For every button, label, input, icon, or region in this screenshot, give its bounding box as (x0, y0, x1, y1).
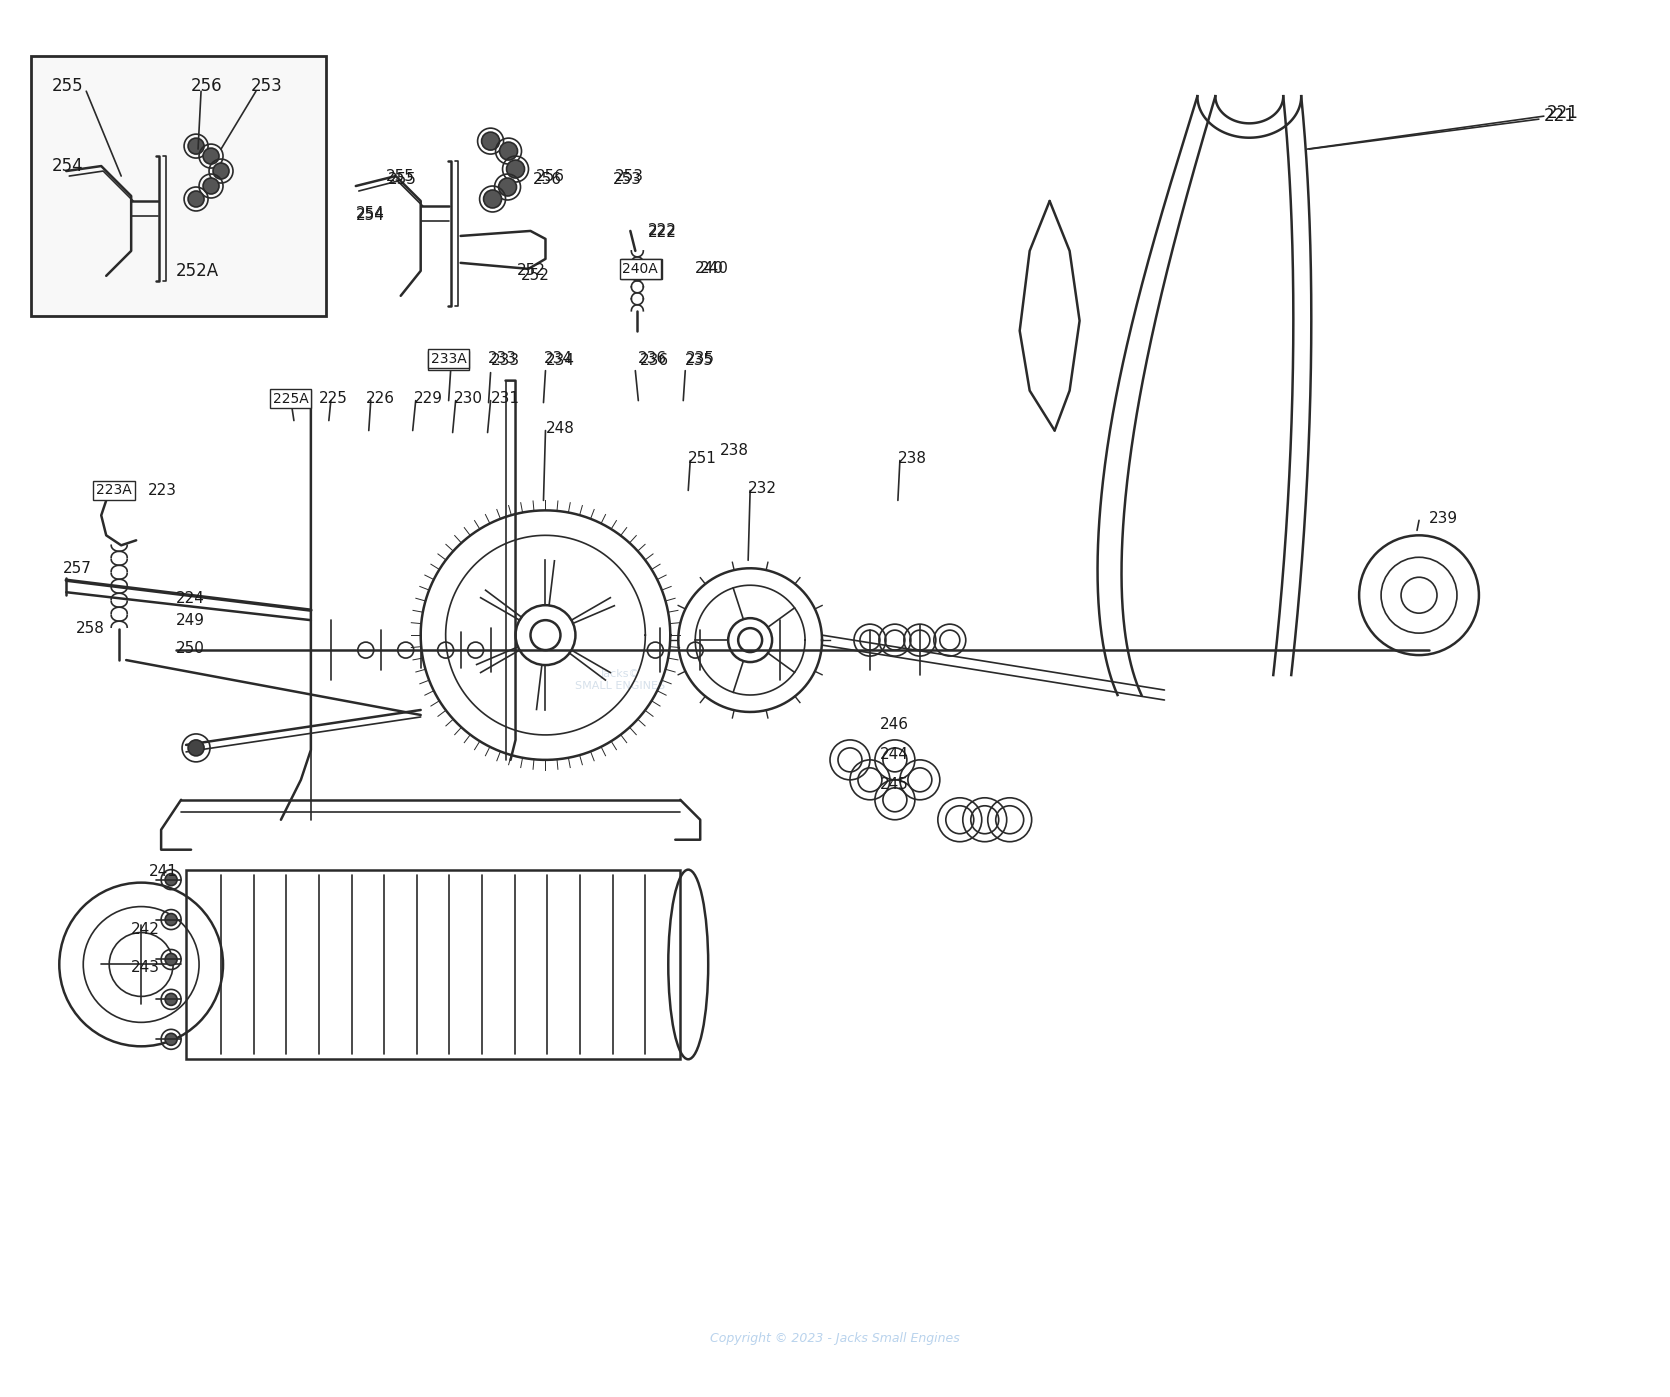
Text: 224: 224 (175, 591, 205, 606)
Text: 253: 253 (250, 77, 282, 95)
Text: 236: 236 (638, 351, 668, 366)
Text: 233: 233 (488, 351, 516, 366)
Text: 252: 252 (521, 268, 549, 284)
Text: 240A: 240A (623, 261, 658, 275)
Text: 252A: 252A (175, 261, 219, 279)
Circle shape (214, 163, 229, 179)
Text: 223A: 223A (97, 483, 132, 497)
Text: 240: 240 (700, 261, 730, 277)
Text: 255: 255 (387, 172, 416, 187)
Text: 235: 235 (686, 351, 715, 366)
Text: 234: 234 (543, 351, 573, 366)
Text: 230: 230 (454, 391, 483, 407)
Text: 233: 233 (491, 353, 519, 369)
Text: 245: 245 (880, 777, 908, 792)
Text: 250: 250 (175, 641, 205, 655)
Text: 234: 234 (546, 353, 574, 369)
Circle shape (204, 177, 219, 194)
Circle shape (499, 142, 518, 161)
Text: 255: 255 (386, 169, 414, 183)
Text: 238: 238 (898, 451, 927, 467)
Text: 243: 243 (132, 960, 160, 975)
Text: 233A: 233A (431, 352, 466, 366)
Text: 239: 239 (1430, 511, 1458, 525)
Text: 226: 226 (366, 391, 394, 407)
Text: 241: 241 (149, 865, 179, 879)
Text: 223: 223 (149, 483, 177, 497)
Text: 236: 236 (640, 353, 670, 369)
Circle shape (189, 138, 204, 154)
Circle shape (165, 914, 177, 926)
Text: 225: 225 (319, 391, 347, 407)
Circle shape (189, 740, 204, 756)
Text: 253: 253 (613, 172, 643, 187)
Circle shape (506, 161, 524, 177)
Text: 256: 256 (533, 172, 561, 187)
Text: 249: 249 (175, 613, 205, 627)
Text: 221: 221 (1546, 105, 1578, 122)
Text: 254: 254 (52, 156, 84, 175)
Circle shape (165, 1034, 177, 1045)
Text: 257: 257 (63, 560, 92, 576)
Circle shape (499, 177, 516, 196)
Text: 240: 240 (695, 261, 725, 277)
Text: 235: 235 (685, 353, 715, 369)
Text: 231: 231 (491, 391, 519, 407)
Text: 254: 254 (356, 207, 384, 222)
Circle shape (484, 190, 501, 208)
Text: 252: 252 (516, 264, 546, 278)
Circle shape (204, 148, 219, 163)
Text: 256: 256 (190, 77, 222, 95)
Text: 253: 253 (615, 169, 645, 183)
Bar (32, 56, 326, 316)
Text: 256: 256 (536, 169, 564, 183)
Text: Copyright © 2023 - Jacks Small Engines: Copyright © 2023 - Jacks Small Engines (710, 1333, 960, 1345)
Text: 222: 222 (648, 225, 678, 240)
Text: 240A: 240A (623, 261, 660, 275)
Text: 248: 248 (546, 420, 574, 436)
Bar (185, 870, 680, 1059)
Text: 221: 221 (1543, 108, 1576, 126)
Text: 222: 222 (648, 224, 678, 239)
Circle shape (189, 191, 204, 207)
Text: 238: 238 (720, 443, 750, 458)
Text: 246: 246 (880, 718, 908, 732)
Text: 229: 229 (414, 391, 443, 407)
Circle shape (165, 993, 177, 1006)
Text: 251: 251 (688, 451, 716, 467)
Text: 233A: 233A (431, 353, 466, 367)
Text: 244: 244 (880, 747, 908, 763)
Circle shape (165, 873, 177, 886)
Text: 225A: 225A (272, 391, 309, 405)
Text: 258: 258 (77, 620, 105, 636)
Text: Jacks©
SMALL ENGINES: Jacks© SMALL ENGINES (574, 669, 665, 692)
Text: 255: 255 (52, 77, 84, 95)
Text: 232: 232 (748, 481, 777, 496)
Circle shape (481, 133, 499, 149)
Text: 242: 242 (132, 922, 160, 937)
Circle shape (165, 954, 177, 965)
Text: 254: 254 (356, 208, 384, 224)
